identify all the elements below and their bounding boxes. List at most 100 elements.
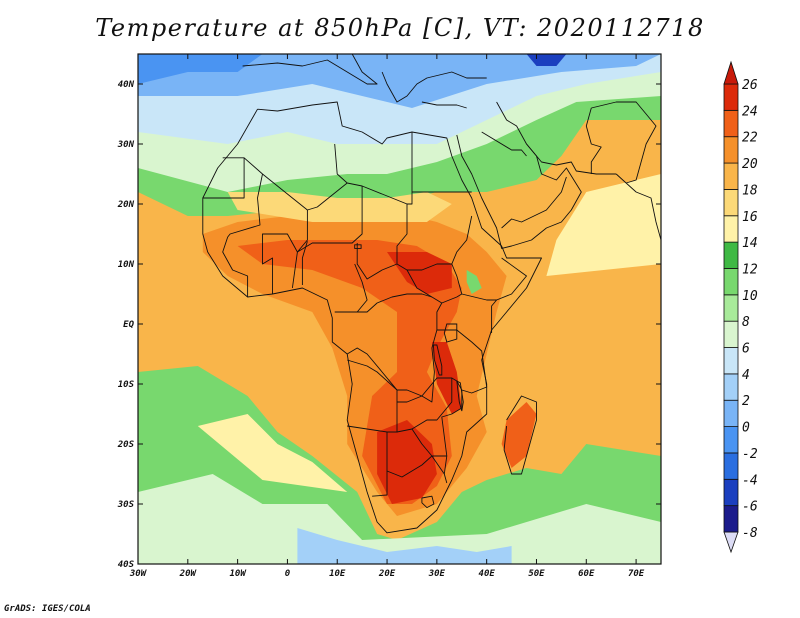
border-b-sudan-south [396, 215, 473, 271]
border-balkan-turkey [381, 71, 487, 103]
lat-tick-label: 40S [118, 560, 135, 570]
border-b-car-congo [357, 293, 433, 313]
border-b-arabia-2 [501, 176, 567, 229]
lat-tick-label: 30N [117, 140, 135, 150]
colorbar-label: 14 [742, 236, 758, 251]
region-land-red-center [387, 252, 452, 294]
lat-tick-label: EQ [123, 320, 134, 330]
colorbar-label: 22 [742, 131, 758, 146]
region-south-ocean-light [138, 474, 661, 564]
lake-malawi [456, 380, 464, 412]
lon-tick-label: 50E [528, 569, 545, 579]
border-mediterranean-north [242, 54, 378, 85]
lat-tick-label: 40N [118, 80, 135, 90]
border-b-botswana-zim [411, 428, 447, 457]
border-b-south-africa [386, 455, 445, 478]
colorbar-label: 6 [742, 342, 750, 357]
border-b-kenya-somalia [491, 299, 497, 333]
chart-title: Temperature at 850hPa [C], VT: 202011271… [95, 14, 705, 42]
border-b-iraq-iran [496, 101, 527, 145]
border-india-coast [615, 173, 661, 241]
latitude-axis: 40N 30N 20N 10N EQ 10S 20S 30S 40S [117, 80, 661, 570]
border-b-zambia [396, 377, 453, 433]
border-arabia-coast [456, 134, 582, 249]
border-turkey-south [421, 101, 467, 109]
lat-tick-label: 10N [118, 260, 135, 270]
country-borders [202, 54, 661, 534]
colorbar-label: 12 [742, 262, 758, 277]
border-iran-coast [526, 143, 617, 175]
lon-tick-label: 0 [285, 569, 291, 579]
colorbar-label: -4 [742, 473, 758, 488]
colorbar-label: 16 [742, 210, 758, 225]
border-b-namibia-botswana [372, 432, 388, 497]
lon-tick-label: 70E [628, 569, 645, 579]
colorbar-box [723, 189, 739, 217]
border-b-gabon-cameroon [334, 263, 368, 313]
colorbar-box [723, 399, 739, 427]
region-south-ocean-yellow [197, 414, 348, 492]
border-b-west-africa-1 [222, 236, 249, 297]
region-north-blue [138, 54, 661, 108]
region-north-deepblue [138, 54, 263, 84]
lon-tick-label: 10E [329, 569, 346, 579]
colorbar-box [723, 452, 739, 480]
colorbar-box [723, 136, 739, 164]
colorbar-label: 8 [742, 315, 750, 330]
colorbar-box [723, 347, 739, 375]
border-b-iran-east [585, 107, 602, 174]
border-b-algeria-south [243, 157, 348, 211]
lat-tick-label: 30S [117, 500, 135, 510]
region-south-ocean-blue [297, 528, 512, 564]
colorbar-label: -2 [742, 447, 758, 462]
colorbar-box [723, 294, 739, 322]
border-africa-coast [202, 101, 542, 534]
colorbar-box [723, 109, 739, 138]
lat-tick-label: 20S [117, 440, 135, 450]
colorbar-box [723, 268, 739, 296]
lake-outlines [354, 244, 464, 412]
region-east-yellow [546, 174, 661, 276]
colorbar-label: -6 [742, 500, 758, 515]
region-madagascar [501, 402, 537, 468]
colorbar-label: 4 [742, 368, 750, 383]
lake-tanganyika [432, 344, 443, 376]
border-b-ethiopia [451, 257, 527, 301]
colorbar-box [723, 162, 739, 190]
colorbar-under-arrow [723, 531, 739, 554]
lat-tick-label: 20N [117, 200, 135, 210]
colorbar-box [723, 241, 739, 269]
colorbar-label: 2 [742, 394, 750, 409]
border-b-chad-sudan [356, 204, 408, 280]
colorbar-box [723, 83, 739, 111]
temperature-field [138, 54, 661, 564]
credit-text: GrADS: IGES/COLA [4, 604, 91, 614]
lon-tick-label: 10W [229, 569, 247, 579]
colorbar-label: 20 [742, 157, 758, 172]
colorbar-box [723, 505, 739, 533]
lat-tick-label: 10S [118, 380, 135, 390]
plot-frame [137, 53, 662, 565]
lon-tick-label: 30W [129, 569, 148, 579]
colorbar-box [723, 426, 739, 454]
colorbar-label: 26 [742, 78, 758, 93]
border-b-mauritania-mali [227, 173, 263, 238]
colorbar-label: 24 [742, 104, 758, 119]
border-b-pakistan [591, 101, 657, 184]
region-land-red-south [377, 420, 437, 504]
colorbar-box [723, 320, 739, 348]
colorbar-box [723, 478, 739, 507]
colorbar-over-arrow [723, 60, 739, 85]
border-b-lesotho [421, 495, 435, 509]
lake-victoria [443, 323, 458, 343]
lon-tick-label: 20E [378, 569, 396, 579]
border-b-arabia-1 [481, 131, 527, 157]
border-b-south-sudan [406, 269, 463, 304]
border-b-west-africa-2 [262, 233, 298, 294]
lon-tick-label: 30E [428, 569, 446, 579]
lon-tick-label: 40E [479, 569, 496, 579]
colorbar-box [723, 373, 739, 401]
border-b-west-sahara [202, 157, 245, 199]
